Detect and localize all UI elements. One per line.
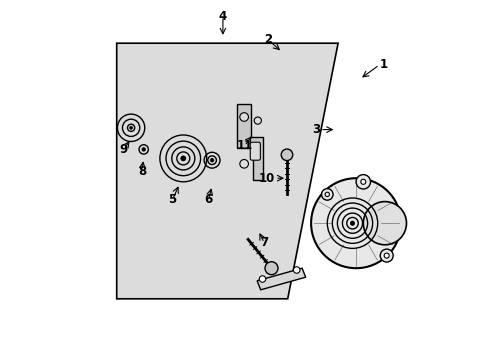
Circle shape	[325, 192, 329, 197]
Text: 5: 5	[168, 193, 176, 206]
Circle shape	[239, 113, 248, 121]
Text: 7: 7	[260, 237, 268, 249]
Text: 8: 8	[138, 165, 146, 177]
Circle shape	[181, 156, 185, 161]
Circle shape	[360, 179, 365, 184]
Polygon shape	[257, 268, 305, 290]
Text: 9: 9	[120, 143, 128, 156]
Circle shape	[129, 126, 132, 129]
Circle shape	[281, 149, 292, 161]
Circle shape	[310, 178, 400, 268]
Polygon shape	[237, 104, 262, 180]
Circle shape	[264, 262, 277, 275]
Circle shape	[293, 267, 299, 273]
Text: 4: 4	[218, 10, 226, 23]
FancyBboxPatch shape	[250, 142, 260, 160]
Circle shape	[254, 117, 261, 124]
Circle shape	[210, 158, 213, 162]
Text: 3: 3	[311, 123, 320, 136]
Circle shape	[363, 202, 406, 245]
Text: 10: 10	[258, 172, 275, 185]
Circle shape	[142, 148, 145, 151]
Circle shape	[259, 276, 265, 282]
Circle shape	[239, 159, 248, 168]
Text: 11: 11	[236, 139, 252, 152]
Circle shape	[321, 189, 332, 200]
Text: 6: 6	[204, 193, 212, 206]
Polygon shape	[117, 43, 337, 299]
Circle shape	[349, 221, 354, 225]
Circle shape	[355, 175, 370, 189]
Text: 1: 1	[379, 58, 387, 71]
Circle shape	[380, 249, 392, 262]
Text: 2: 2	[264, 33, 271, 46]
Circle shape	[384, 253, 388, 258]
